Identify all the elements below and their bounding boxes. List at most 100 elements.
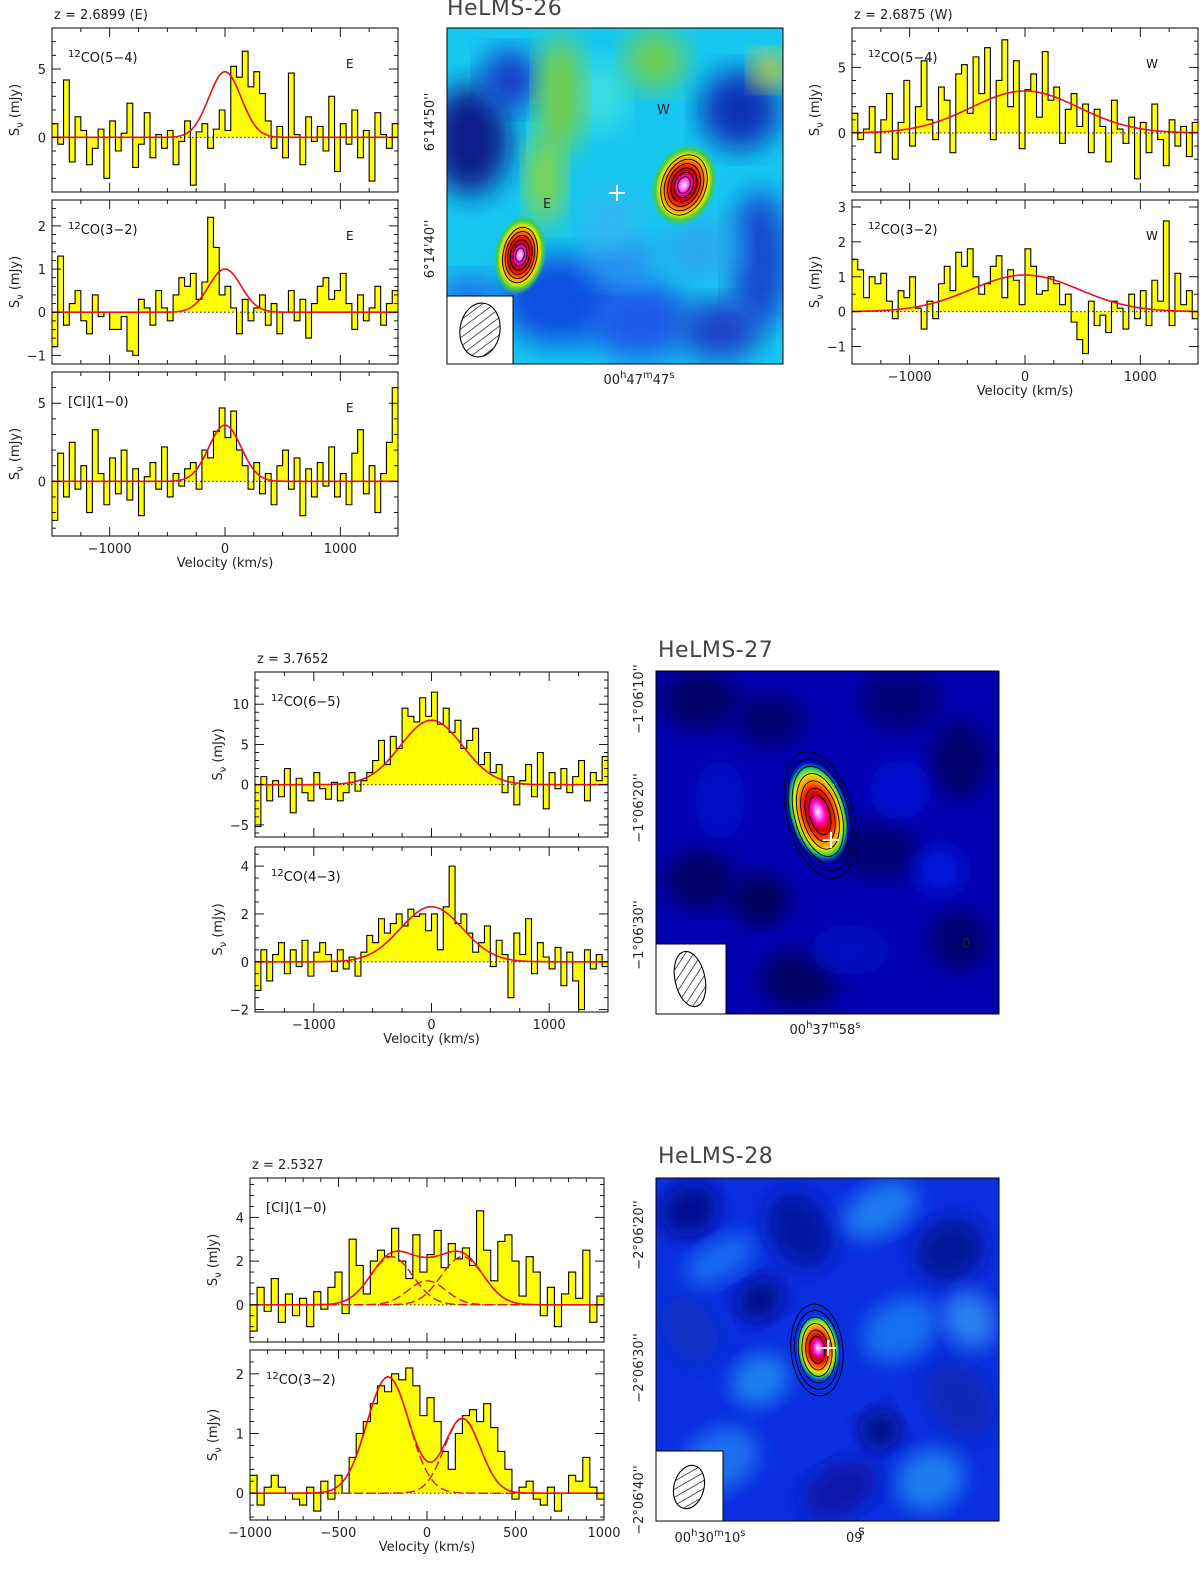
histogram-bar [425,716,432,785]
noise-blob [927,1362,993,1438]
line-label: 12CO(3−2) [68,221,138,238]
histogram-bar [1007,106,1014,133]
histogram-bar [466,740,473,785]
y-tick-label: 2 [236,1368,244,1383]
histogram-bar [1071,311,1077,323]
histogram-bar [543,957,550,962]
plot-area [250,1367,604,1512]
histogram-bar [513,933,520,962]
histogram-bar [331,961,338,972]
histogram-bar [1042,290,1049,312]
y-axis-label: Sν (mJy) [211,728,229,780]
histogram-bar [313,772,320,785]
histogram-bar [380,312,387,326]
histogram-bar [86,481,93,513]
y-tick-label: 0 [241,779,249,794]
y-tick-label: 0 [38,131,46,146]
histogram-bar [250,1475,258,1494]
y-tick-label: 0 [38,475,46,490]
histogram-bar [311,481,318,497]
histogram-bar [360,780,367,785]
histogram-bar [190,273,197,313]
histogram-outline [255,865,608,1011]
map-helms-26: W E HeLMS-26 6°14'50'' 6°14'40'' 00h47m47s [423,0,784,388]
histogram-bar [1001,297,1008,312]
spectrum-panel: −1 0 1 2 3 −1000 0 1000 Velocity (km/s) Sν (mJy) 1… [808,199,1199,399]
map-title: HeLMS-26 [447,0,562,21]
histogram-bar [276,312,283,334]
histogram-bar [380,134,387,138]
histogram-bar [1042,51,1049,133]
histogram-bar [1140,290,1147,312]
histogram-bar [349,1239,357,1305]
contour [512,243,528,267]
y-tick-label: −2 [230,1004,249,1019]
histogram-bar [337,949,344,962]
histogram-bar [92,137,99,149]
histogram-bar [1030,266,1037,312]
histogram-bar [1025,248,1031,312]
histogram-bar [955,252,962,312]
histogram-bar [525,764,532,785]
histogram-bar [271,137,277,149]
histogram-bar [253,307,260,313]
contour [504,230,536,280]
y-axis-label: Sν (mJy) [206,1234,224,1286]
y-tick-label: 5 [838,61,846,76]
histogram-bar [1030,73,1037,133]
histogram-bar [1157,301,1164,312]
histogram-bar [921,60,927,133]
histogram-bar [288,290,295,313]
histogram-bar [996,80,1002,133]
histogram-bar [349,772,356,785]
histogram-outline [255,691,608,828]
y-tick-label: 0 [236,1487,244,1502]
contour [660,154,708,216]
histogram-bar [448,1243,456,1305]
histogram-bar [1169,119,1175,133]
histogram-bar [967,248,974,312]
histogram-bar [150,462,156,482]
histogram-bar [340,123,347,138]
histogram-bar [325,954,332,962]
contour [677,176,691,194]
noise-blob [916,1218,984,1282]
histogram-bar [944,266,951,312]
histogram-bar [1076,126,1083,133]
histogram-bar [1088,301,1095,312]
histogram-bar [386,303,393,313]
histogram-bar [305,116,312,138]
histogram-bar [1059,132,1066,144]
histogram-bar [109,457,116,482]
noise-blob [665,850,735,910]
histogram-bar [434,1230,442,1305]
contour [515,247,525,263]
contour [663,158,705,212]
histogram-bar [248,86,254,138]
histogram-bar [299,299,306,313]
contour [804,787,836,843]
histogram-bar [355,961,361,977]
histogram-bar [284,961,291,974]
histogram-bar [1117,308,1124,312]
histogram-bar [390,736,397,785]
histogram-bar [898,290,904,312]
fit-curve [852,90,1198,134]
contour [794,1310,840,1390]
histogram-bar [132,137,139,168]
histogram-bar [264,1304,272,1312]
noise-blob [930,910,990,970]
contour [670,167,698,203]
histogram-bar [1180,126,1187,133]
histogram-bar [419,1272,427,1305]
histogram-bar [490,772,497,785]
histogram-bar [369,465,375,482]
histogram-bar [155,134,162,138]
histogram-bar [531,961,538,974]
histogram-bar [533,1493,541,1500]
y-axis-label: Sν (mJy) [808,256,826,308]
noise-blob [843,1180,917,1240]
histogram-bar [1192,122,1198,133]
histogram-bar [92,429,99,482]
